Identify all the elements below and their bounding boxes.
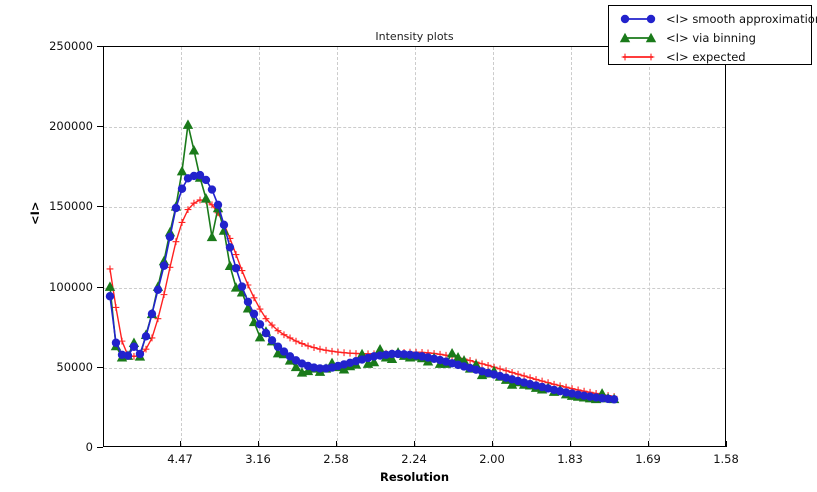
- legend-label: <I> expected: [666, 50, 746, 64]
- y-tick-mark: [97, 46, 103, 47]
- y-gridline: [104, 127, 725, 129]
- page-title: Intensity plots: [375, 30, 454, 43]
- legend-label: <I> smooth approximation: [666, 12, 817, 26]
- y-tick-mark: [97, 286, 103, 288]
- x-gridline: [571, 47, 572, 446]
- x-tick-mark: [258, 441, 259, 447]
- legend-item-expected[interactable]: <I> expected: [617, 47, 746, 67]
- x-gridline: [415, 47, 417, 446]
- y-tick-mark: [97, 126, 103, 128]
- y-gridline: [104, 367, 725, 369]
- series-plus: [106, 196, 618, 400]
- y-tick-label: 100000: [49, 279, 93, 294]
- y-gridline: [104, 287, 725, 289]
- x-tick-mark: [492, 441, 493, 447]
- x-tick-label: 1.69: [635, 452, 661, 466]
- y-tick-label: 200000: [49, 119, 93, 134]
- circle-marker-icon: [620, 14, 656, 24]
- x-tick-label: 4.47: [167, 452, 193, 466]
- triangle-marker-icon: [619, 32, 657, 43]
- legend-item-smooth[interactable]: <I> smooth approximation: [617, 9, 817, 29]
- y-tick-label: 50000: [56, 359, 93, 374]
- x-gridline: [493, 47, 494, 446]
- y-tick-label: 250000: [49, 39, 93, 53]
- x-tick-label: 2.24: [401, 452, 427, 466]
- x-axis-title: Resolution: [379, 470, 450, 484]
- y-tick-mark: [97, 447, 103, 448]
- x-tick-label: 3.16: [245, 452, 271, 466]
- y-gridline: [104, 207, 725, 209]
- series-circle: [105, 170, 619, 404]
- plus-marker-icon: [621, 53, 655, 61]
- x-gridline: [259, 47, 260, 446]
- x-tick-label: 2.58: [323, 452, 349, 466]
- legend-item-binning[interactable]: <I> via binning: [617, 28, 756, 48]
- y-tick-label: 150000: [49, 199, 93, 214]
- x-tick-mark: [648, 441, 649, 447]
- x-gridline: [181, 47, 182, 446]
- x-tick-label: 2.00: [479, 452, 505, 466]
- x-tick-mark: [726, 441, 727, 447]
- x-gridline: [649, 47, 650, 446]
- y-axis-title: <I>: [28, 201, 42, 225]
- y-tick-label: 0: [85, 440, 93, 454]
- x-gridline: [337, 47, 339, 446]
- x-tick-label: 1.58: [713, 452, 739, 466]
- x-tick-mark: [180, 441, 181, 447]
- x-tick-mark: [414, 441, 416, 447]
- x-tick-mark: [336, 441, 338, 447]
- x-tick-mark: [570, 441, 571, 447]
- y-tick-mark: [97, 206, 103, 208]
- legend-label: <I> via binning: [666, 31, 756, 45]
- y-tick-mark: [97, 366, 103, 368]
- x-tick-label: 1.83: [557, 452, 583, 466]
- legend: <I> smooth approximation <I> via binning <…: [608, 5, 817, 67]
